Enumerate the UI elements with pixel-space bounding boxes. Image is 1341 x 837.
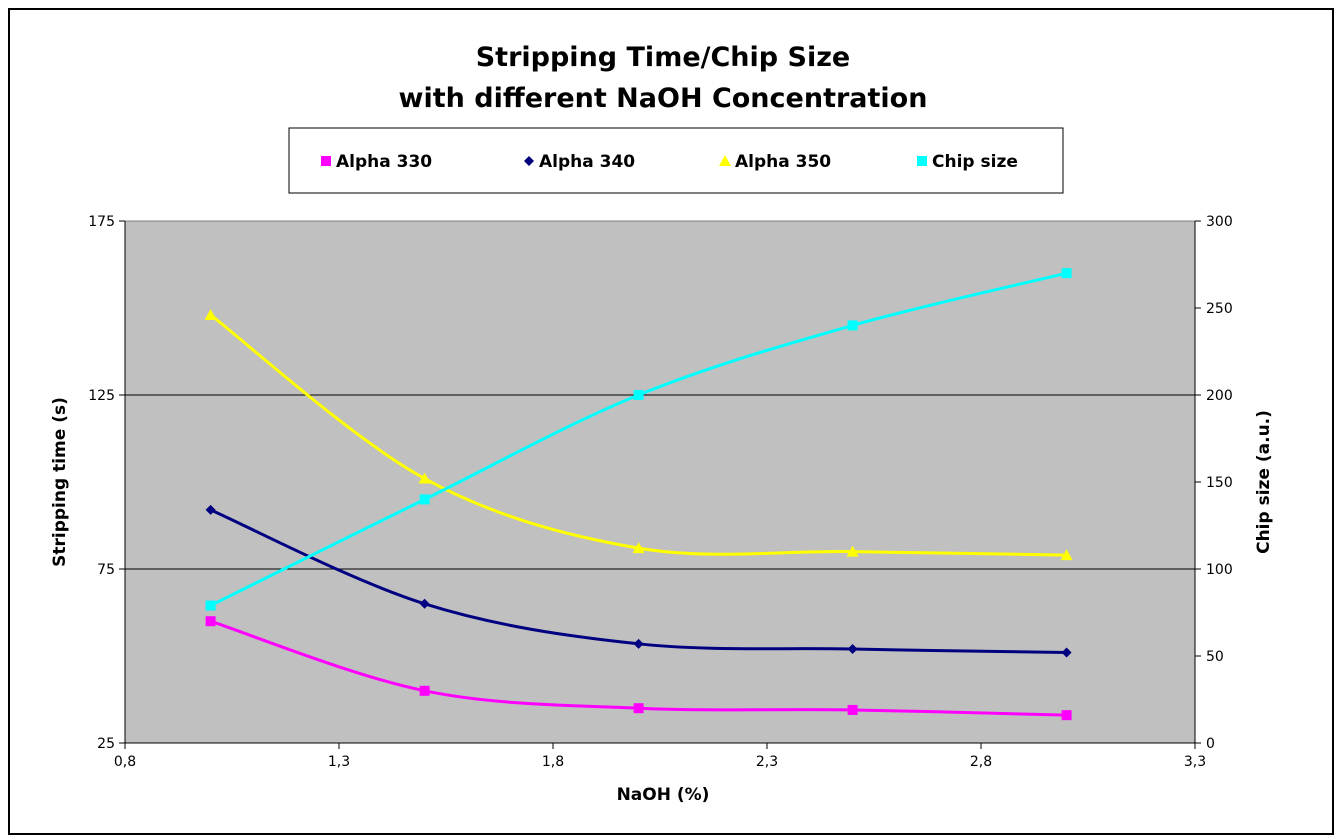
- data-point-chip-size-2: [633, 390, 644, 400]
- data-point-alpha-350-2: [632, 542, 645, 554]
- y-tick-label-1: 75: [97, 562, 115, 578]
- legend-label-alpha-350: Alpha 350: [735, 152, 831, 172]
- y-tick-label-0: 25: [97, 736, 115, 752]
- data-point-alpha-330-2: [633, 703, 644, 714]
- y-tick-label-3: 175: [88, 214, 115, 230]
- legend-label-alpha-330: Alpha 330: [336, 152, 432, 172]
- data-point-alpha-330-1: [419, 685, 430, 696]
- y2-axis-title: Chip size (a.u.): [1254, 410, 1274, 554]
- data-point-alpha-340-2: [633, 638, 644, 649]
- plot-area: [124, 220, 1196, 744]
- data-point-alpha-350-1: [418, 472, 431, 484]
- y2-tick-label-5: 250: [1206, 301, 1233, 317]
- y2-tick-label-4: 200: [1206, 388, 1233, 404]
- legend: Alpha 330 Alpha 340 Alpha 350 Chip size: [321, 152, 1018, 172]
- legend-marker-alpha-350: [719, 155, 731, 166]
- legend-label-alpha-340: Alpha 340: [539, 152, 635, 172]
- legend-box: [288, 127, 1064, 194]
- chart-title-line-2: with different NaOH Concentration: [399, 83, 928, 114]
- y2-tick-label-3: 150: [1206, 475, 1233, 491]
- data-point-alpha-340-0: [205, 504, 216, 515]
- data-point-chip-size-1: [419, 494, 430, 505]
- data-point-alpha-340-4: [1061, 647, 1072, 658]
- y-axis-title: Stripping time (s): [50, 397, 70, 567]
- data-point-alpha-350-3: [846, 545, 859, 557]
- data-point-alpha-340-1: [419, 598, 430, 609]
- legend-marker-alpha-330: [321, 156, 331, 166]
- data-point-alpha-350-4: [1060, 549, 1073, 561]
- gridlines: [125, 394, 1195, 570]
- chart-title-line-1: Stripping Time/Chip Size: [476, 42, 851, 73]
- data-point-chip-size-0: [205, 600, 216, 611]
- x-axis-title: NaOH (%): [617, 785, 710, 805]
- data-point-alpha-330-0: [205, 616, 216, 627]
- x-tick-label-0: 0,8: [114, 754, 136, 770]
- x-tick-label-2: 1,8: [542, 754, 564, 770]
- data-point-chip-size-4: [1061, 268, 1072, 279]
- series-line-alpha-350: [209, 313, 1067, 557]
- data-point-alpha-330-4: [1061, 710, 1072, 721]
- axes: 0,8 1,3 1,8 2,3 2,8 3,3 25 75 125 175 0 50 100 150 200…: [88, 214, 1232, 770]
- x-tick-label-5: 3,3: [1184, 754, 1206, 770]
- y2-tick-label-0: 0: [1206, 736, 1215, 752]
- y2-tick-label-6: 300: [1206, 214, 1233, 230]
- series-layer: [204, 268, 1073, 721]
- data-point-alpha-340-3: [847, 644, 858, 655]
- y2-tick-label-1: 50: [1206, 649, 1224, 665]
- data-point-alpha-330-3: [847, 704, 858, 715]
- x-tick-label-4: 2,8: [970, 754, 992, 770]
- x-tick-label-1: 1,3: [328, 754, 350, 770]
- x-tick-label-3: 2,3: [756, 754, 778, 770]
- legend-label-chip-size: Chip size: [932, 152, 1018, 172]
- data-point-alpha-350-0: [204, 308, 217, 320]
- y2-tick-label-2: 100: [1206, 562, 1233, 578]
- y-tick-label-2: 125: [88, 388, 115, 404]
- legend-marker-chip-size: [917, 156, 927, 166]
- legend-marker-alpha-340: [524, 156, 534, 166]
- data-point-chip-size-3: [847, 320, 858, 331]
